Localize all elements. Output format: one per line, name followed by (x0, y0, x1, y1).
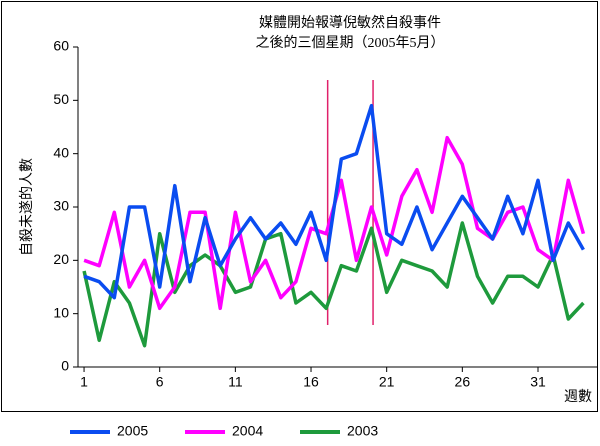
y-tick-label: 0 (61, 358, 69, 374)
x-tick-label: 21 (379, 374, 395, 390)
frame (1, 1, 598, 412)
y-tick-label: 30 (53, 198, 69, 214)
x-tick-label: 1 (80, 374, 88, 390)
y-tick-label: 60 (53, 38, 69, 54)
x-tick-label: 31 (530, 374, 546, 390)
y-tick-label: 10 (53, 304, 69, 320)
x-tick-label: 11 (228, 374, 243, 390)
legend-label: 2004 (232, 423, 263, 439)
series-line (82, 221, 585, 348)
y-tick-label: 40 (53, 144, 69, 160)
legend-label: 2003 (347, 423, 378, 439)
y-axis-label: 自殺未遂的人數 (19, 158, 35, 256)
series-line (83, 103, 585, 300)
x-tick-label: 26 (455, 374, 471, 390)
x-tick-label: 6 (156, 374, 164, 390)
x-tick-label: 16 (303, 374, 319, 390)
y-tick-label: 20 (53, 251, 69, 267)
legend-label: 2005 (117, 423, 148, 439)
chart-title: 媒體開始報導倪敏然自殺事件 (259, 14, 441, 31)
x-axis-label: 週數 (564, 389, 592, 405)
chart-title: 之後的三個星期（2005年5月） (256, 35, 445, 51)
y-tick-label: 50 (53, 91, 69, 107)
